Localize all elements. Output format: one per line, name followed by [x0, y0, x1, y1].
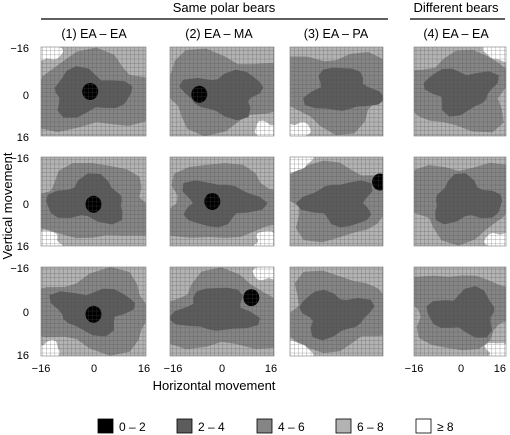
panel-frame [289, 156, 384, 247]
column-title-1: (1) EA – EA [61, 27, 127, 41]
panel-r3-c3 [290, 267, 383, 356]
panel-grid [414, 157, 506, 246]
panel-r2-c3 [290, 157, 383, 246]
x-tick-col4-mid: 0 [458, 363, 464, 375]
x-tick-col2-right: 16 [265, 363, 277, 375]
panel-frame [169, 156, 275, 247]
panel-grid [290, 47, 383, 136]
panel-r3-c4 [414, 267, 506, 356]
panel-frame [413, 156, 507, 247]
panel-r1-c1 [41, 47, 146, 136]
column-title-3: (3) EA – PA [304, 27, 369, 41]
legend-label-4-6: 4 – 6 [278, 420, 305, 434]
panel-grid [41, 47, 146, 136]
panel-r2-c1 [41, 157, 146, 246]
panel-grid [41, 267, 146, 356]
panel-grid [170, 157, 274, 246]
panel-r1-c4 [414, 47, 506, 136]
x-tick-col4-left: −16 [405, 363, 424, 375]
y-tick-row2-bot: 16 [17, 241, 29, 253]
legend-swatch-4-6 [256, 418, 273, 434]
panel-grid [290, 267, 383, 356]
panel-r3-c1 [41, 267, 146, 356]
y-tick-row1-mid: 0 [23, 90, 29, 102]
y-tick-row1-top: −16 [10, 43, 29, 55]
panel-r1-c2 [170, 47, 274, 136]
panel-frame [289, 46, 384, 137]
panel-frame [40, 266, 147, 357]
panel-grid [290, 157, 383, 246]
x-tick-col2-mid: 0 [219, 363, 225, 375]
legend-swatch-0-2 [97, 418, 114, 434]
legend-label-ge-8: ≥ 8 [437, 420, 454, 434]
x-axis-title: Horizontal movement [153, 378, 276, 393]
y-tick-row3-top: −16 [10, 263, 29, 275]
panel-grid [414, 47, 506, 136]
legend-label-0-2: 0 – 2 [119, 420, 146, 434]
heatmap-panels [40, 46, 507, 357]
group-header-different: Different bears [413, 0, 499, 15]
column-title-4: (4) EA – EA [423, 27, 489, 41]
panel-r1-c3 [290, 47, 383, 136]
y-tick-row3-bot: 16 [17, 350, 29, 362]
panel-frame [169, 266, 275, 357]
x-tick-col1-mid: 0 [91, 363, 97, 375]
panel-grid [170, 267, 274, 356]
panel-frame [40, 46, 147, 137]
x-tick-col2-left: −16 [164, 363, 183, 375]
panel-frame [413, 46, 507, 137]
panel-grid [170, 47, 274, 136]
y-tick-row2-top: −16 [10, 153, 29, 165]
column-title-2: (2) EA – MA [185, 27, 253, 41]
x-tick-col1-right: 16 [138, 363, 150, 375]
panel-frame [289, 266, 384, 357]
x-axis-ticks: −16 0 16 −16 0 16 −16 0 16 [32, 363, 506, 375]
legend: 0 – 2 2 – 4 4 – 6 6 – 8 ≥ 8 [97, 418, 454, 434]
panel-grid [414, 267, 506, 356]
panel-frame [40, 156, 147, 247]
legend-swatch-ge-8 [415, 418, 432, 434]
x-tick-col4-right: 16 [494, 363, 506, 375]
panel-frame [413, 266, 507, 357]
legend-swatch-6-8 [335, 418, 352, 434]
legend-label-6-8: 6 – 8 [357, 420, 384, 434]
panel-r3-c2 [170, 267, 274, 356]
y-tick-row3-mid: 0 [23, 307, 29, 319]
y-tick-row1-bot: 16 [17, 132, 29, 144]
legend-swatch-2-4 [176, 418, 193, 434]
group-header-same: Same polar bears [173, 0, 276, 15]
panel-r2-c4 [414, 157, 506, 246]
y-tick-row2-mid: 0 [23, 199, 29, 211]
y-axis-ticks: −16 0 16 −16 0 16 −16 0 16 [10, 43, 29, 362]
legend-label-2-4: 2 – 4 [198, 420, 225, 434]
y-axis-title: Vertical movement [0, 152, 15, 259]
panel-grid [41, 157, 146, 246]
panel-r2-c2 [170, 157, 274, 246]
x-tick-col1-left: −16 [32, 363, 51, 375]
panel-frame [169, 46, 275, 137]
